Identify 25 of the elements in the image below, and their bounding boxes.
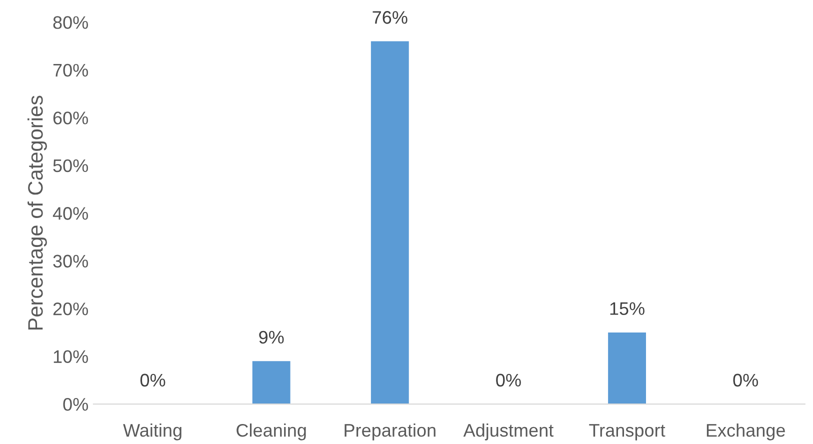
data-label: 9% (259, 330, 284, 344)
x-tick-label: Waiting (123, 423, 182, 440)
x-tick-label: Cleaning (236, 423, 306, 440)
y-tick-label: 0% (63, 398, 88, 411)
data-label: 0% (140, 374, 166, 387)
y-tick-label: 30% (53, 254, 88, 268)
data-label: 0% (733, 374, 758, 387)
y-tick-label: 60% (53, 112, 88, 124)
y-axis-title: Percentage of Categories (28, 96, 47, 330)
data-label: 76% (372, 11, 408, 24)
y-tick-label: 10% (54, 350, 88, 364)
x-tick-label: Adjustment (463, 423, 554, 440)
bar (370, 41, 409, 404)
y-tick-label: 70% (53, 64, 88, 77)
x-tick-label: Exchange (706, 423, 785, 440)
bar (252, 361, 290, 404)
y-tick-label: 80% (53, 16, 88, 29)
bar (608, 332, 646, 404)
data-label: 0% (496, 374, 521, 387)
data-label: 15% (610, 302, 644, 315)
y-tick-label: 50% (53, 159, 88, 172)
x-tick-label: Preparation (344, 423, 436, 440)
y-tick-label: 40% (52, 207, 88, 220)
y-tick-label: 20% (53, 302, 88, 316)
x-tick-label: Transport (589, 424, 666, 440)
